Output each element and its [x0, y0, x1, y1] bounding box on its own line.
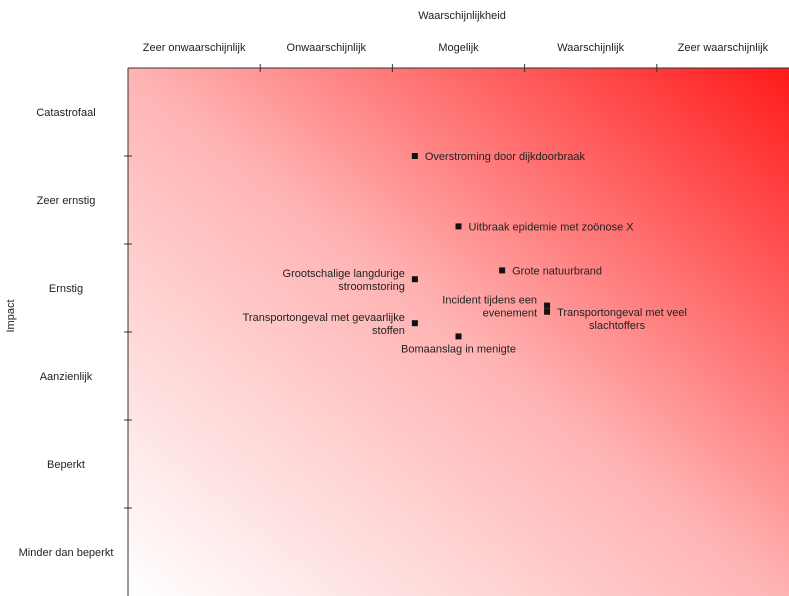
y-tick-label: Zeer ernstig: [37, 195, 96, 207]
data-point-marker: [411, 320, 418, 327]
y-tick-label: Catastrofaal: [36, 107, 95, 119]
x-tick-label: Mogelijk: [438, 42, 479, 54]
x-tick-label: Onwaarschijnlijk: [287, 42, 367, 54]
x-tick-label: Waarschijnlijk: [557, 42, 624, 54]
data-point-label: Grote natuurbrand: [512, 265, 602, 277]
data-point-marker: [544, 302, 551, 309]
data-point-label: Grootschalige langdurige stroomstoring: [283, 268, 405, 293]
y-tick-label: Aanzienlijk: [40, 371, 93, 383]
data-point-label: Transportongeval met veel slachtoffers: [557, 307, 687, 332]
data-point-marker: [499, 267, 506, 274]
y-tick-label: Minder dan beperkt: [19, 547, 114, 559]
y-tick-labels: Catastrofaal Zeer ernstig Ernstig Aanzienli…: [19, 107, 132, 559]
data-point-label: Uitbraak epidemie met zoönose X: [469, 221, 635, 233]
data-point-marker: [544, 308, 551, 315]
x-tick-label: Zeer onwaarschijnlijk: [143, 42, 246, 54]
x-axis-title: Waarschijnlijkheid: [418, 10, 506, 22]
data-point-label: Overstroming door dijkdoorbraak: [425, 151, 586, 163]
data-point-label: Transportongeval met gevaarlijke stoffen: [243, 312, 405, 337]
y-axis-title: Impact: [5, 299, 17, 332]
y-tick-label: Ernstig: [49, 283, 83, 295]
data-point-marker: [455, 333, 462, 340]
data-point-marker: [411, 153, 418, 159]
data-point-label: Bomaanslag in menigte: [401, 343, 516, 355]
plot-background: [128, 68, 789, 596]
data-points: Overstroming door dijkdoorbraak Uitbraak …: [243, 151, 687, 355]
data-point-label: Incident tijdens een evenement: [442, 295, 537, 320]
x-tick-labels: Zeer onwaarschijnlijk Onwaarschijnlijk Mog…: [143, 42, 769, 72]
y-tick-label: Beperkt: [47, 459, 85, 471]
x-tick-label: Zeer waarschijnlijk: [678, 42, 769, 54]
data-point-marker: [455, 223, 462, 230]
data-point-marker: [411, 276, 418, 283]
